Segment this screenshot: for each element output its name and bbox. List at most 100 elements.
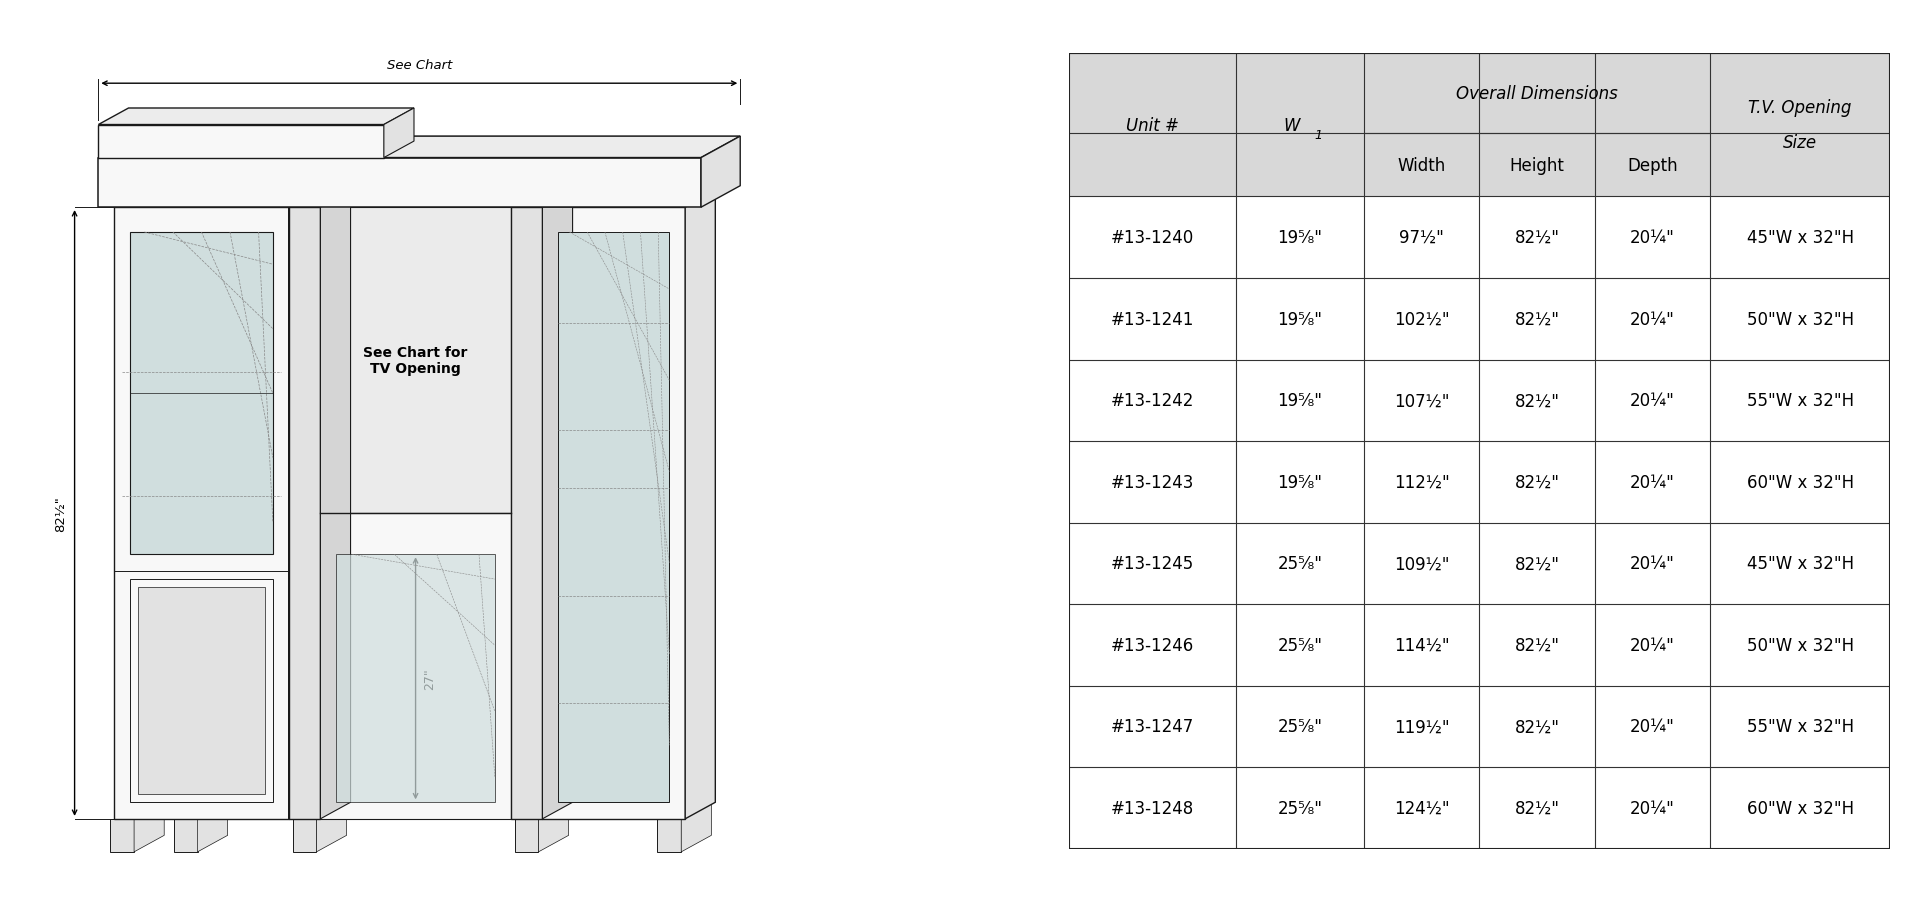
Text: #13-1240: #13-1240: [1111, 229, 1193, 247]
Text: 55"W x 32"H: 55"W x 32"H: [1747, 392, 1854, 410]
Text: 102½": 102½": [1394, 311, 1449, 329]
Polygon shape: [538, 803, 569, 852]
Bar: [1069, 604, 1890, 686]
Text: 107½": 107½": [1394, 392, 1449, 410]
Text: 82½": 82½": [1514, 392, 1560, 410]
Polygon shape: [542, 208, 685, 819]
Polygon shape: [685, 191, 716, 819]
Polygon shape: [292, 819, 317, 852]
Text: 82½": 82½": [53, 496, 67, 531]
Text: Height: Height: [1510, 156, 1565, 174]
Text: 109½": 109½": [1394, 554, 1449, 573]
Polygon shape: [542, 191, 573, 819]
Text: 82½": 82½": [1514, 473, 1560, 491]
Polygon shape: [288, 191, 319, 819]
Text: 27": 27": [424, 667, 437, 689]
Bar: [1069, 54, 1235, 134]
Polygon shape: [557, 233, 670, 803]
Text: Unit #: Unit #: [1126, 116, 1180, 135]
Polygon shape: [111, 819, 134, 852]
Text: Width: Width: [1397, 156, 1445, 174]
Polygon shape: [197, 803, 227, 852]
Text: #13-1248: #13-1248: [1111, 799, 1193, 817]
Text: 25⁵⁄₈": 25⁵⁄₈": [1277, 718, 1323, 736]
Text: 19⁵⁄₈": 19⁵⁄₈": [1277, 392, 1323, 410]
Polygon shape: [321, 514, 512, 819]
Bar: [1710, 54, 1890, 134]
Text: 82½": 82½": [1514, 718, 1560, 736]
Text: 20¼": 20¼": [1630, 473, 1674, 491]
Polygon shape: [130, 580, 273, 803]
Polygon shape: [99, 109, 414, 126]
Polygon shape: [515, 819, 538, 852]
Text: See Chart: See Chart: [388, 59, 452, 71]
Text: 19⁵⁄₈": 19⁵⁄₈": [1277, 311, 1323, 329]
Polygon shape: [99, 126, 384, 158]
Bar: [1235, 54, 1365, 134]
Text: T.V. Opening: T.V. Opening: [1749, 99, 1852, 117]
Polygon shape: [321, 208, 512, 514]
Polygon shape: [134, 803, 164, 852]
Text: 19⁵⁄₈": 19⁵⁄₈": [1277, 229, 1323, 247]
Polygon shape: [115, 191, 319, 208]
Bar: [1069, 279, 1890, 360]
Text: See Chart for
TV Opening: See Chart for TV Opening: [363, 346, 468, 376]
Text: 82½": 82½": [1514, 554, 1560, 573]
Polygon shape: [99, 158, 701, 208]
Text: 45"W x 32"H: 45"W x 32"H: [1747, 229, 1854, 247]
Bar: [1069, 197, 1890, 279]
Text: Overall Dimensions: Overall Dimensions: [1457, 85, 1619, 103]
Bar: [1069, 686, 1890, 768]
Polygon shape: [512, 208, 542, 819]
Text: 124½": 124½": [1394, 799, 1449, 817]
Text: 82½": 82½": [1514, 311, 1560, 329]
Text: 97½": 97½": [1399, 229, 1445, 247]
Polygon shape: [130, 233, 273, 554]
Bar: [1069, 442, 1890, 523]
Polygon shape: [384, 109, 414, 158]
Text: W: W: [1283, 116, 1300, 135]
Text: 112½": 112½": [1394, 473, 1449, 491]
Text: 119½": 119½": [1394, 718, 1449, 736]
Text: 55"W x 32"H: 55"W x 32"H: [1747, 718, 1854, 736]
Polygon shape: [321, 191, 351, 819]
Text: Depth: Depth: [1626, 156, 1678, 174]
Text: 19⁵⁄₈": 19⁵⁄₈": [1277, 473, 1323, 491]
Text: 25⁵⁄₈": 25⁵⁄₈": [1277, 799, 1323, 817]
Text: Size: Size: [1783, 135, 1817, 153]
Text: #13-1246: #13-1246: [1111, 637, 1193, 654]
Text: W₁": W₁": [515, 422, 538, 435]
Text: #13-1245: #13-1245: [1111, 554, 1193, 573]
Text: 20¼": 20¼": [1630, 311, 1674, 329]
Text: #13-1243: #13-1243: [1111, 473, 1195, 491]
Bar: [1069, 134, 1890, 197]
Polygon shape: [657, 819, 682, 852]
Text: 1: 1: [1313, 129, 1321, 142]
Text: 20¼": 20¼": [1630, 554, 1674, 573]
Text: 60"W x 32"H: 60"W x 32"H: [1747, 473, 1854, 491]
Text: 20¼": 20¼": [1630, 799, 1674, 817]
Polygon shape: [115, 208, 288, 819]
Text: 60"W x 32"H: 60"W x 32"H: [1747, 799, 1854, 817]
Polygon shape: [701, 137, 741, 208]
Text: 45"W x 32"H: 45"W x 32"H: [1747, 554, 1854, 573]
Bar: [1069, 523, 1890, 604]
Text: 82½": 82½": [1514, 637, 1560, 654]
Polygon shape: [174, 819, 197, 852]
Text: 20¼": 20¼": [1630, 229, 1674, 247]
Text: 45¾": 45¾": [218, 377, 231, 411]
Polygon shape: [99, 137, 741, 158]
Text: 82½": 82½": [1514, 229, 1560, 247]
Text: 114½": 114½": [1394, 637, 1449, 654]
Text: #13-1241: #13-1241: [1111, 311, 1195, 329]
Text: 50"W x 32"H: 50"W x 32"H: [1747, 311, 1854, 329]
Polygon shape: [137, 588, 265, 794]
Bar: [1069, 360, 1890, 442]
Text: #13-1247: #13-1247: [1111, 718, 1193, 736]
Polygon shape: [288, 208, 321, 819]
Polygon shape: [542, 191, 716, 208]
Text: 20¼": 20¼": [1630, 718, 1674, 736]
Bar: [1069, 768, 1890, 849]
Text: 50"W x 32"H: 50"W x 32"H: [1747, 637, 1854, 654]
Bar: [1069, 54, 1890, 134]
